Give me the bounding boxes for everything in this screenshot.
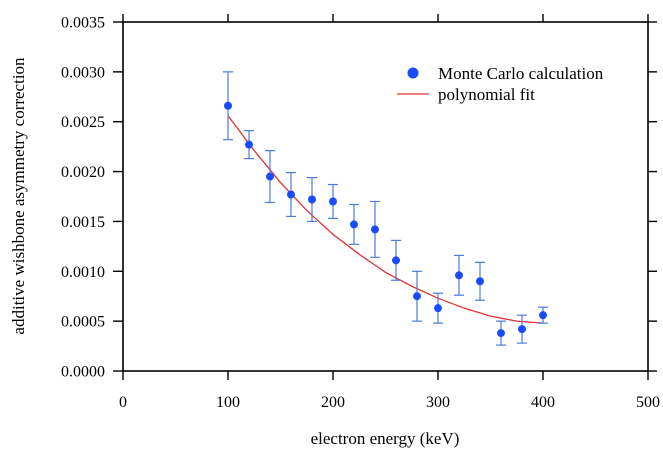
x-tick-label: 100 bbox=[216, 394, 240, 411]
x-tick-label: 300 bbox=[426, 394, 450, 411]
y-tick-label: 0.0035 bbox=[61, 15, 105, 32]
data-point bbox=[518, 325, 526, 334]
x-axis-ticks bbox=[122, 14, 649, 380]
y-axis-title: additive wishbone asymmetry correction bbox=[9, 57, 28, 335]
y-tick-label: 0.0025 bbox=[61, 114, 105, 131]
plot-frame bbox=[122, 21, 649, 372]
x-tick-label: 200 bbox=[321, 394, 345, 411]
data-point bbox=[371, 225, 379, 234]
data-point bbox=[266, 172, 274, 181]
legend: Monte Carlo calculation polynomial fit bbox=[397, 64, 604, 104]
data-point bbox=[497, 329, 505, 338]
data-point bbox=[308, 195, 316, 204]
data-point bbox=[350, 220, 358, 229]
y-tick-label: 0.0005 bbox=[61, 314, 105, 331]
x-axis-tick-labels: 0 100 200 300 400 500 bbox=[119, 394, 660, 411]
data-point-group bbox=[391, 239, 401, 281]
x-tick-label: 0 bbox=[119, 394, 127, 411]
data-point-group bbox=[349, 203, 359, 245]
x-tick-label: 400 bbox=[531, 394, 555, 411]
data-point-group bbox=[454, 254, 464, 296]
data-point-group bbox=[517, 314, 527, 344]
data-point bbox=[329, 197, 337, 206]
y-tick-label: 0.0000 bbox=[61, 364, 105, 381]
data-point-group bbox=[475, 261, 485, 301]
data-point-group bbox=[223, 71, 233, 141]
data-point-group bbox=[496, 320, 506, 346]
data-point bbox=[455, 271, 463, 280]
y-tick-label: 0.0010 bbox=[61, 264, 105, 281]
data-point-group bbox=[244, 130, 254, 160]
data-point bbox=[413, 292, 421, 301]
plot-border bbox=[122, 21, 649, 372]
data-point-group bbox=[307, 176, 317, 223]
data-point-group bbox=[433, 292, 443, 324]
y-axis-tick-labels: 0.0000 0.0005 0.0010 0.0015 0.0020 0.0025 0.00… bbox=[61, 15, 105, 381]
data-point-group bbox=[412, 270, 422, 322]
legend-label-polynomial-fit: polynomial fit bbox=[438, 85, 535, 104]
y-axis-ticks bbox=[113, 21, 657, 372]
data-point-group bbox=[538, 306, 548, 324]
x-axis-title: electron energy (keV) bbox=[311, 429, 460, 448]
y-tick-label: 0.0015 bbox=[61, 214, 105, 231]
y-tick-label: 0.0020 bbox=[61, 164, 105, 181]
data-point-group bbox=[265, 150, 275, 204]
data-point-group bbox=[370, 200, 380, 258]
data-point bbox=[392, 256, 400, 265]
data-point bbox=[245, 140, 253, 149]
data-point-group bbox=[286, 171, 296, 218]
data-point bbox=[539, 311, 547, 320]
x-tick-label: 500 bbox=[636, 394, 660, 411]
y-tick-label: 0.0030 bbox=[61, 64, 105, 81]
legend-marker-monte-carlo bbox=[407, 67, 419, 79]
data-point bbox=[287, 190, 295, 199]
data-points-layer bbox=[223, 71, 548, 346]
data-point bbox=[434, 304, 442, 313]
data-point bbox=[476, 277, 484, 286]
data-point-group bbox=[328, 183, 338, 220]
fit-layer bbox=[227, 115, 544, 324]
legend-label-monte-carlo: Monte Carlo calculation bbox=[438, 64, 604, 83]
polynomial-fit-line bbox=[227, 115, 544, 324]
data-point bbox=[224, 101, 232, 110]
